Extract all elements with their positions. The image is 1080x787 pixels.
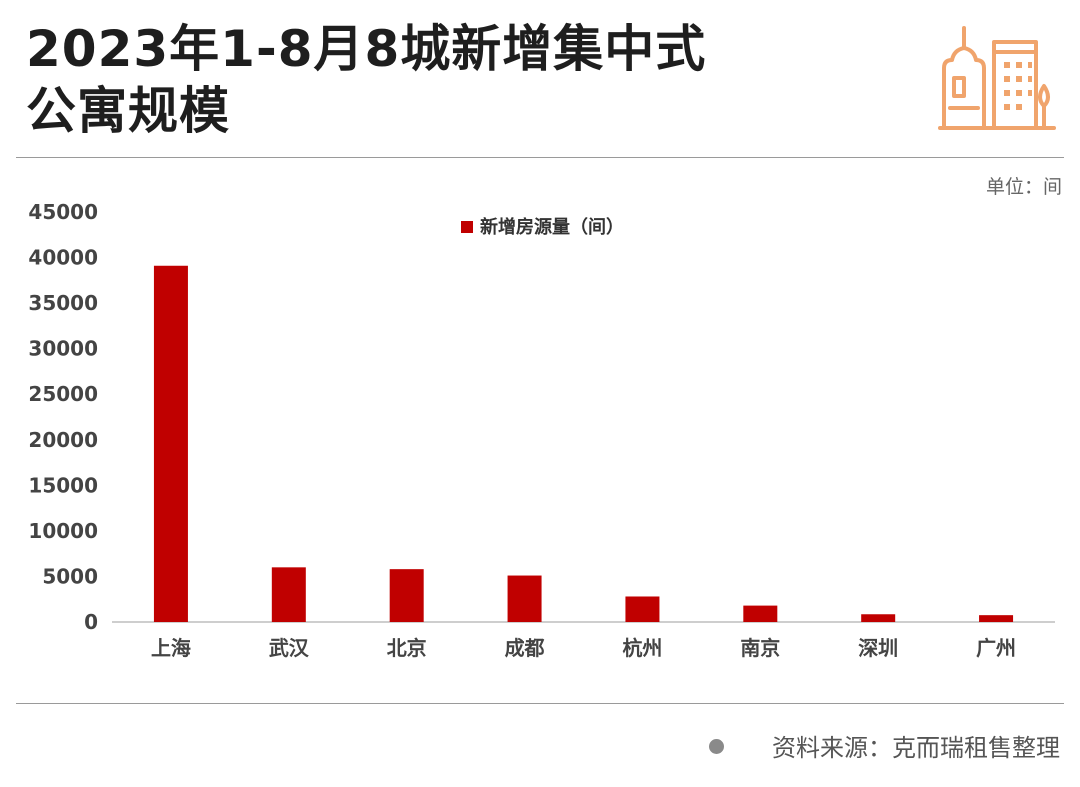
y-tick-label: 0: [84, 610, 98, 634]
legend-label: 新增房源量（间）: [480, 216, 624, 238]
title-line-1: 2023年1-8月8城新增集中式: [26, 20, 707, 78]
bar: [861, 614, 896, 622]
y-tick-label: 5000: [42, 564, 98, 588]
unit-label: 单位：间: [985, 176, 1062, 198]
x-tick-label: 深圳: [858, 636, 898, 660]
title-line-2: 公寓规模: [26, 82, 230, 140]
bar: [389, 569, 424, 622]
x-tick-label: 上海: [151, 636, 191, 660]
city-buildings-icon: [938, 26, 1056, 130]
x-tick-label: 武汉: [269, 636, 310, 660]
x-tick-label: 杭州: [622, 636, 662, 660]
bar: [743, 605, 778, 622]
y-tick-label: 10000: [28, 519, 98, 543]
x-tick-label: 成都: [505, 636, 545, 660]
bar: [979, 615, 1014, 622]
y-tick-label: 30000: [28, 337, 98, 361]
x-tick-label: 广州: [976, 636, 1016, 660]
bullet-dot-icon: [709, 738, 724, 754]
source-text: 资料来源：克而瑞租售整理: [772, 734, 1060, 762]
bar: [153, 265, 188, 622]
y-tick-label: 15000: [28, 473, 98, 497]
page-title: 2023年1-8月8城新增集中式 公寓规模: [26, 18, 706, 142]
source-note: 资料来源：克而瑞租售整理: [709, 728, 1060, 763]
y-tick-label: 40000: [28, 246, 98, 270]
bar: [625, 596, 660, 622]
y-tick-label: 35000: [28, 291, 98, 315]
bar: [271, 567, 306, 622]
x-tick-label: 北京: [387, 636, 427, 660]
y-tick-label: 20000: [28, 428, 98, 452]
x-tick-label: 南京: [740, 636, 780, 660]
bar: [507, 575, 542, 622]
y-tick-label: 25000: [28, 382, 98, 406]
top-divider: [16, 157, 1064, 158]
y-tick-label: 45000: [28, 200, 98, 224]
legend-swatch: [461, 221, 473, 233]
bottom-divider: [16, 703, 1064, 704]
